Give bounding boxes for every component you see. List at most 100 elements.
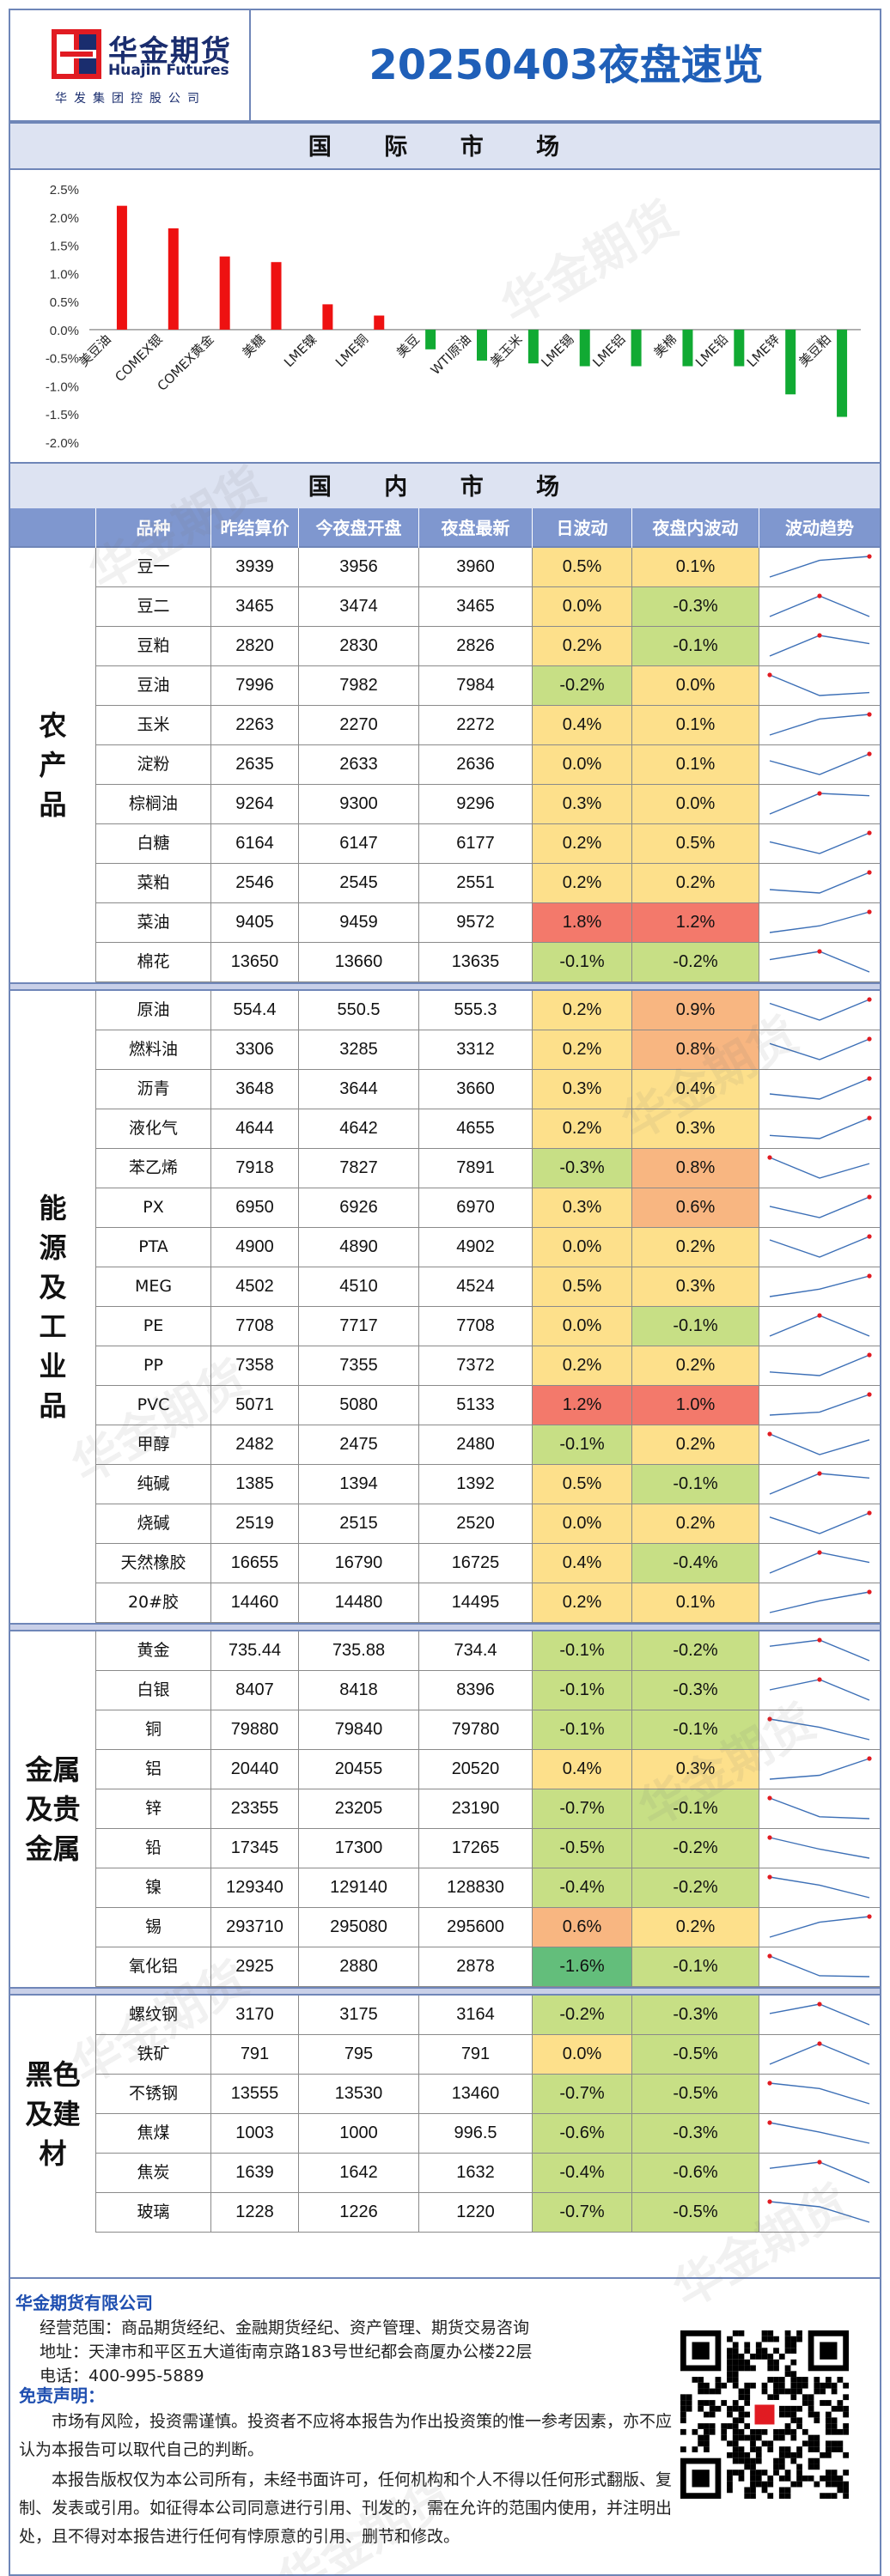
night-open-price: 2830 bbox=[299, 627, 419, 665]
commodity-name: 淀粉 bbox=[96, 745, 211, 784]
trend-sparkline bbox=[759, 627, 880, 665]
disclaimer-paragraph-1: 市场有风险，投资需谨慎。投资者不应将本报告为作出投资策的惟一参考因素，亦不应认为… bbox=[19, 2412, 673, 2459]
sparkline-line bbox=[769, 1876, 870, 1899]
trend-sparkline bbox=[759, 903, 880, 942]
sparkline-high-point bbox=[867, 1756, 872, 1761]
night-last-price: 20520 bbox=[419, 1750, 533, 1789]
night-open-price: 14480 bbox=[299, 1583, 419, 1622]
sparkline-line bbox=[769, 1512, 870, 1534]
group-label-line: 农 bbox=[39, 709, 67, 742]
group-label-line: 及建 bbox=[25, 2098, 81, 2130]
table-row: 豆油 7996 7982 7984 -0.2% 0.0% bbox=[96, 666, 880, 706]
prev-settle-price: 9405 bbox=[211, 903, 299, 942]
category-label: 美糖 bbox=[239, 331, 268, 361]
sparkline-chart bbox=[769, 1076, 872, 1100]
y-tick-label: 0.0% bbox=[50, 324, 79, 338]
table-row: 铜 79880 79840 79780 -0.1% -0.1% bbox=[96, 1710, 880, 1750]
prev-settle-price: 2925 bbox=[211, 1947, 299, 1986]
table-row: 燃料油 3306 3285 3312 0.2% 0.8% bbox=[96, 1030, 880, 1070]
commodity-name: 菜油 bbox=[96, 903, 211, 942]
trend-sparkline bbox=[759, 706, 880, 744]
sparkline-high-point bbox=[867, 1392, 872, 1397]
day-change: -0.4% bbox=[533, 1868, 632, 1907]
category-label: LME锌 bbox=[744, 331, 783, 370]
table-row: 铁矿 791 795 791 0.0% -0.5% bbox=[96, 2035, 880, 2075]
night-last-price: 4902 bbox=[419, 1228, 533, 1267]
header-night-change: 夜盘内波动 bbox=[632, 508, 759, 548]
commodity-name: 豆油 bbox=[96, 666, 211, 705]
prev-settle-price: 7358 bbox=[211, 1346, 299, 1385]
sparkline-chart bbox=[767, 2081, 870, 2105]
sparkline-line bbox=[769, 1718, 870, 1741]
group-label: 金属 及贵 金属 bbox=[10, 1631, 96, 1987]
day-change: 0.2% bbox=[533, 627, 632, 665]
trend-sparkline bbox=[759, 2193, 880, 2232]
prev-settle-price: 17345 bbox=[211, 1829, 299, 1868]
y-tick-label: -2.0% bbox=[46, 436, 79, 451]
night-last-price: 2480 bbox=[419, 1425, 533, 1464]
group-separator bbox=[10, 1623, 880, 1631]
night-open-price: 7827 bbox=[299, 1149, 419, 1188]
night-change: 1.0% bbox=[632, 1386, 759, 1425]
sparkline-line bbox=[769, 911, 870, 933]
night-last-price: 9572 bbox=[419, 903, 533, 942]
group-label-line: 金属 bbox=[25, 1753, 81, 1786]
night-change: 0.8% bbox=[632, 1149, 759, 1188]
trend-sparkline bbox=[759, 2075, 880, 2113]
trend-sparkline bbox=[759, 824, 880, 863]
night-last-price: 13460 bbox=[419, 2075, 533, 2113]
prev-settle-price: 3465 bbox=[211, 587, 299, 626]
night-change: 0.1% bbox=[632, 745, 759, 784]
day-change: 0.4% bbox=[533, 1544, 632, 1583]
table-row: 菜粕 2546 2545 2551 0.2% 0.2% bbox=[96, 864, 880, 903]
category-label: 美棉 bbox=[650, 331, 680, 361]
prev-settle-price: 1639 bbox=[211, 2154, 299, 2192]
bar-美豆油 bbox=[116, 205, 127, 330]
trend-sparkline bbox=[759, 1149, 880, 1188]
group-label-line: 源 bbox=[39, 1231, 67, 1264]
sparkline-high-point bbox=[767, 1716, 772, 1722]
night-last-price: 295600 bbox=[419, 1908, 533, 1947]
night-last-price: 7708 bbox=[419, 1307, 533, 1346]
sparkline-line bbox=[769, 1275, 870, 1297]
trend-sparkline bbox=[759, 548, 880, 586]
bar-COMEX银 bbox=[168, 228, 179, 330]
trend-sparkline bbox=[759, 1908, 880, 1947]
prev-settle-price: 13650 bbox=[211, 943, 299, 981]
night-last-price: 3164 bbox=[419, 1996, 533, 2034]
trend-sparkline bbox=[759, 1425, 880, 1464]
category-label: 美豆油 bbox=[76, 331, 114, 370]
night-change: -0.4% bbox=[632, 1544, 759, 1583]
night-last-price: 555.3 bbox=[419, 991, 533, 1030]
commodity-name: 白银 bbox=[96, 1671, 211, 1710]
prev-settle-price: 2546 bbox=[211, 864, 299, 902]
night-open-price: 2515 bbox=[299, 1504, 419, 1543]
table-row: PVC 5071 5080 5133 1.2% 1.0% bbox=[96, 1386, 880, 1425]
sparkline-high-point bbox=[817, 791, 822, 796]
night-last-price: 4524 bbox=[419, 1267, 533, 1306]
commodity-name: 沥青 bbox=[96, 1070, 211, 1109]
group-label-line: 品 bbox=[39, 1389, 67, 1422]
trend-sparkline bbox=[759, 1710, 880, 1749]
bar-LME锡 bbox=[579, 329, 590, 367]
commodity-name: 焦煤 bbox=[96, 2114, 211, 2153]
header-day-change: 日波动 bbox=[533, 508, 632, 548]
night-last-price: 2272 bbox=[419, 706, 533, 744]
night-change: 0.0% bbox=[632, 785, 759, 823]
category-label: LME铝 bbox=[589, 331, 628, 370]
table-row: PP 7358 7355 7372 0.2% 0.2% bbox=[96, 1346, 880, 1386]
sparkline-chart bbox=[769, 909, 872, 933]
commodity-name: PP bbox=[96, 1346, 211, 1385]
night-change: 0.1% bbox=[632, 1583, 759, 1622]
night-open-price: 3644 bbox=[299, 1070, 419, 1109]
day-change: 0.5% bbox=[533, 1267, 632, 1306]
prev-settle-price: 1003 bbox=[211, 2114, 299, 2153]
night-open-price: 2633 bbox=[299, 745, 419, 784]
night-last-price: 3312 bbox=[419, 1030, 533, 1069]
huajin-logo-icon bbox=[52, 29, 101, 79]
category-label: LME镍 bbox=[281, 331, 320, 370]
night-last-price: 9296 bbox=[419, 785, 533, 823]
sparkline-chart bbox=[769, 1313, 870, 1337]
commodity-name: 苯乙烯 bbox=[96, 1149, 211, 1188]
sparkline-high-point bbox=[767, 1835, 772, 1840]
